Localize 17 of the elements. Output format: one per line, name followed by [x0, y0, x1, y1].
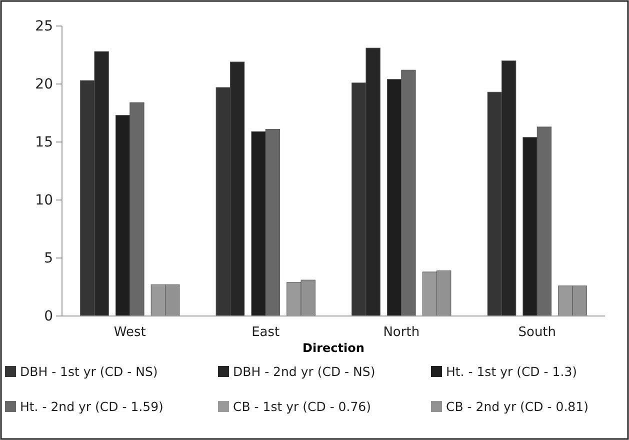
y-tick-label: 15: [35, 134, 53, 150]
x-tick-label: East: [252, 324, 280, 340]
y-tick-label: 20: [35, 76, 53, 92]
y-tick-label: 0: [44, 308, 53, 324]
legend-label: CB - 2nd yr (CD - 0.81): [446, 399, 588, 414]
y-tick-label: 5: [44, 250, 53, 266]
y-tick-label: 10: [35, 192, 53, 208]
legend-label: DBH - 2nd yr (CD - NS): [233, 364, 376, 379]
y-tick-label: 25: [35, 18, 53, 34]
legend-label: Ht. - 2nd yr (CD - 1.59): [20, 399, 164, 414]
x-tick-label: West: [114, 324, 146, 340]
legend-label: CB - 1st yr (CD - 0.76): [233, 399, 372, 414]
x-tick-label: South: [518, 324, 556, 340]
x-axis-title: Direction: [302, 341, 364, 355]
legend-label: Ht. - 1st yr (CD - 1.3): [446, 364, 578, 379]
x-tick-label: North: [383, 324, 420, 340]
legend-label: DBH - 1st yr (CD - NS): [20, 364, 158, 379]
